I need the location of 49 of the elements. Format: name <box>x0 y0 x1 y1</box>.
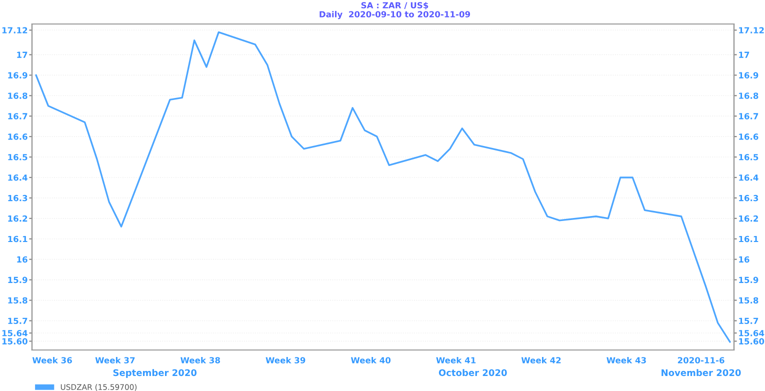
y-tick-label: 16 <box>17 256 28 263</box>
y2-tick-label: 16.7 <box>739 113 758 120</box>
y2-tick-label: 16.4 <box>739 174 758 181</box>
chart-subtitle: Daily 2020-09-10 to 2020-11-09 <box>320 10 470 20</box>
y2-tick-label: 15.9 <box>739 276 758 284</box>
text: November 2020 <box>662 369 741 376</box>
y-tick-label: 15.7 <box>8 318 28 324</box>
y2-tick-label: 16.3 <box>739 194 758 202</box>
y2-tick-label: 15.60 <box>739 338 764 344</box>
x-tick-label: Week 43 <box>606 356 646 364</box>
x-tick-label: Week 38 <box>180 356 220 364</box>
x-tick-label: 2020-11-6 <box>678 357 724 364</box>
text: October 2020 <box>438 369 507 376</box>
y-tick-label: 15.60 <box>2 338 28 344</box>
y-tick-label: 15.9 <box>8 276 28 284</box>
x-tick-label: Week 36 <box>32 356 72 364</box>
y-tick-label: 16.5 <box>8 154 28 160</box>
y-tick-label: 16.3 <box>8 194 28 202</box>
x-tick-label: Week 37 <box>95 356 135 364</box>
x-tick-label: Week 41 <box>436 356 476 364</box>
text: September 2020 <box>113 369 197 378</box>
line-series <box>35 31 731 343</box>
y-tick-label: 16.4 <box>8 174 28 181</box>
y-tick-label: 16.9 <box>8 72 28 78</box>
x-tick-label: Week 42 <box>521 356 561 364</box>
y-tick-label: 17.12 <box>2 27 28 34</box>
y2-tick-label: 16.8 <box>739 92 758 99</box>
y2-tick-label: 15.64 <box>739 330 764 336</box>
y2-tick-label: 16 <box>739 256 750 263</box>
y2-tick-label: 16.5 <box>739 154 758 160</box>
x-tick-label: Week 39 <box>266 356 306 364</box>
y2-tick-label: 16.9 <box>739 72 758 78</box>
y-tick-label: 15.8 <box>8 297 28 304</box>
y-tick-label: 16.7 <box>8 113 28 120</box>
y2-tick-label: 17 <box>739 52 750 58</box>
y2-tick-label: 16.1 <box>739 236 758 242</box>
x-tick-label: Week 40 <box>350 356 391 364</box>
y-tick-label: 16.6 <box>8 134 28 140</box>
y-tick-label: 15.64 <box>2 330 28 336</box>
y-tick-label: 16.1 <box>8 236 28 242</box>
y2-tick-label: 15.8 <box>739 297 758 304</box>
chart-title: SA : ZAR / US$ <box>361 2 428 10</box>
y-tick-label: 17 <box>17 52 28 58</box>
y2-tick-label: 16.6 <box>739 134 758 140</box>
y-tick-label: 16.8 <box>8 92 28 99</box>
y2-tick-label: 16.2 <box>739 215 758 222</box>
y2-tick-label: 17.12 <box>739 27 764 34</box>
y-tick-label: 16.2 <box>8 215 28 222</box>
y2-tick-label: 15.7 <box>739 318 758 324</box>
